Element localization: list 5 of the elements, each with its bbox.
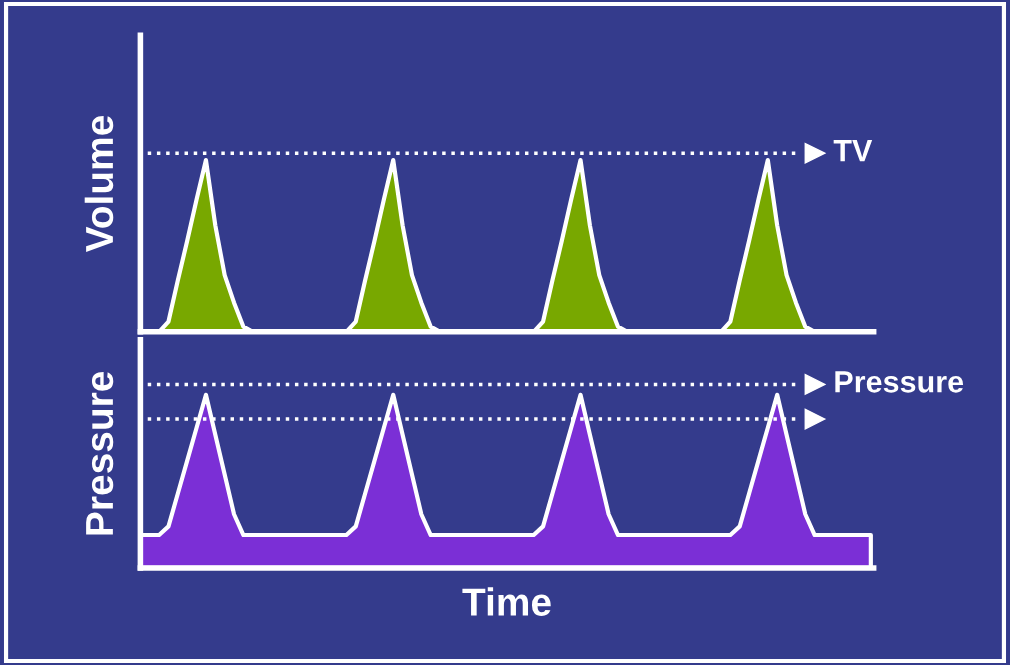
ref-line-label: Pressure — [835, 371, 964, 393]
y-axis-title: Pressure — [86, 371, 114, 535]
ref-line-label: TV — [833, 140, 873, 162]
y-axis-title: Volume — [84, 116, 114, 253]
x-axis-title: Time — [462, 587, 551, 616]
